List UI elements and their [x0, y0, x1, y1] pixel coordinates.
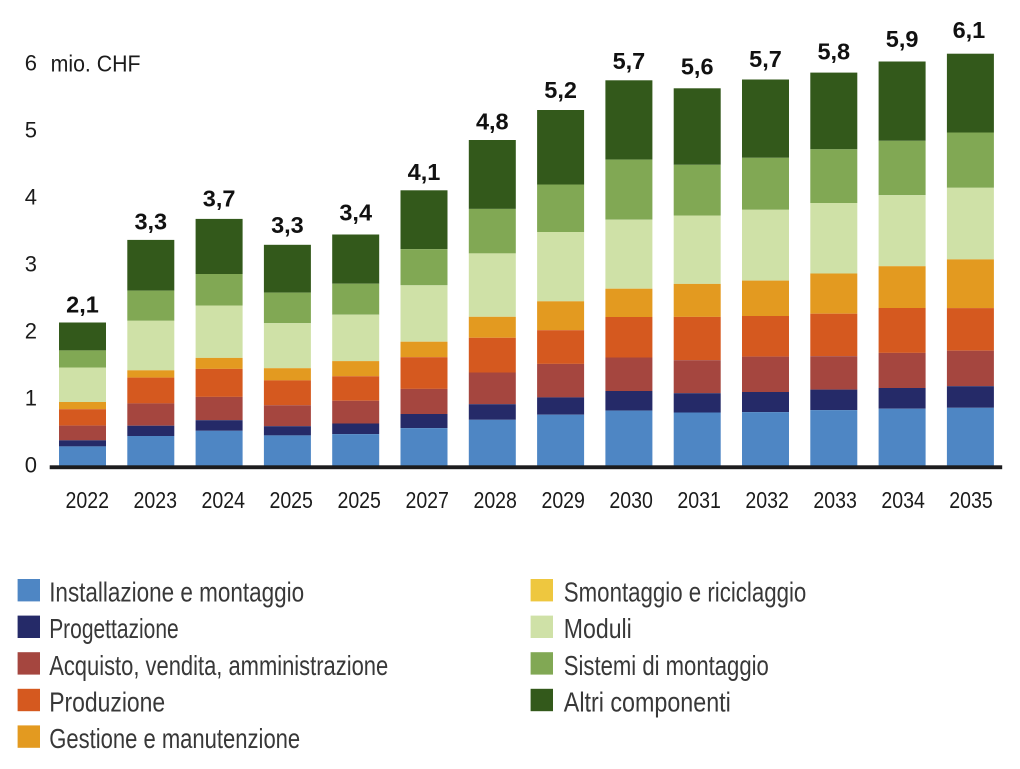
svg-text:5,7: 5,7 [749, 46, 782, 72]
svg-text:3,4: 3,4 [339, 199, 372, 225]
svg-text:5,6: 5,6 [681, 54, 714, 80]
svg-text:Produzione: Produzione [49, 686, 165, 717]
svg-text:2027: 2027 [405, 487, 449, 513]
svg-text:2,1: 2,1 [66, 292, 99, 318]
svg-text:Altri componenti: Altri componenti [564, 686, 731, 717]
svg-text:Gestione e manutenzione: Gestione e manutenzione [49, 723, 300, 754]
svg-text:5,7: 5,7 [613, 48, 646, 74]
svg-text:Installazione e montaggio: Installazione e montaggio [49, 577, 304, 608]
svg-text:6: 6 [25, 51, 37, 76]
svg-text:2025: 2025 [269, 487, 313, 513]
svg-text:5,2: 5,2 [544, 77, 577, 103]
svg-text:0: 0 [25, 453, 37, 478]
svg-text:3: 3 [25, 252, 37, 277]
svg-text:2022: 2022 [66, 487, 110, 513]
svg-text:3,3: 3,3 [271, 212, 304, 238]
svg-text:5,9: 5,9 [886, 26, 919, 52]
svg-text:4,1: 4,1 [408, 159, 441, 185]
svg-text:2031: 2031 [677, 487, 721, 513]
svg-text:Acquisto, vendita, amministraz: Acquisto, vendita, amministrazione [49, 650, 388, 681]
svg-text:2023: 2023 [134, 487, 178, 513]
svg-text:Smontaggio e riciclaggio: Smontaggio e riciclaggio [564, 577, 807, 608]
svg-text:6,1: 6,1 [953, 17, 986, 43]
svg-text:2024: 2024 [202, 487, 246, 513]
svg-text:Progettazione: Progettazione [49, 613, 179, 644]
svg-text:2033: 2033 [813, 487, 857, 513]
svg-text:5,8: 5,8 [817, 39, 850, 65]
svg-text:2: 2 [25, 319, 37, 344]
svg-text:2030: 2030 [609, 487, 653, 513]
svg-text:2028: 2028 [473, 487, 517, 513]
svg-text:4: 4 [25, 185, 37, 210]
svg-text:Sistemi di montaggio: Sistemi di montaggio [564, 650, 769, 681]
svg-text:3,7: 3,7 [203, 185, 236, 211]
svg-text:2034: 2034 [881, 487, 925, 513]
svg-text:2032: 2032 [745, 487, 789, 513]
svg-text:4,8: 4,8 [476, 108, 509, 134]
svg-text:1: 1 [25, 386, 37, 411]
svg-text:3,3: 3,3 [134, 208, 167, 234]
svg-text:mio. CHF: mio. CHF [51, 51, 141, 77]
svg-text:2035: 2035 [949, 487, 993, 513]
svg-text:Moduli: Moduli [564, 613, 632, 644]
svg-text:2025: 2025 [337, 487, 381, 513]
svg-text:2029: 2029 [541, 487, 585, 513]
svg-text:5: 5 [25, 118, 37, 143]
